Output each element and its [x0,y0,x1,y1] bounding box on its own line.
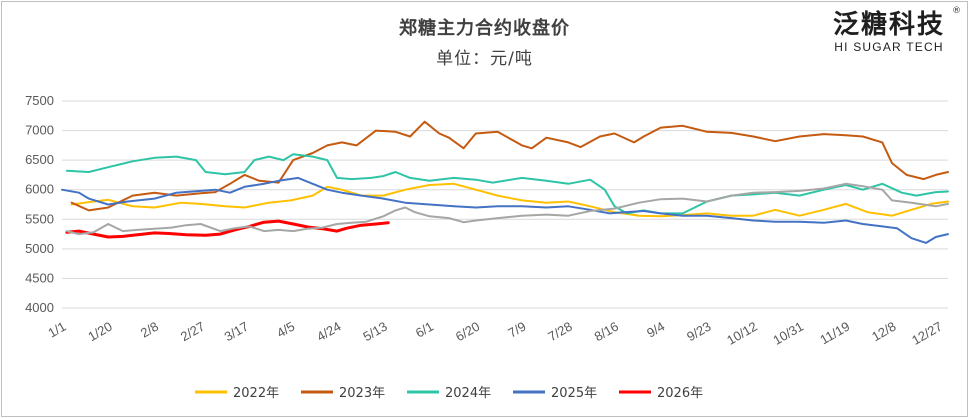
chart-subtitle: 单位：元/吨 [436,49,533,69]
brand-logo-cn: 泛糖科技 [832,10,945,40]
x-tick-label: 7/9 [505,319,528,341]
x-tick-label: 3/17 [222,319,251,345]
x-tick-label: 11/19 [817,319,852,348]
series-line-2023年 [70,120,949,212]
legend-label: 2024年 [445,386,491,401]
x-tick-label: 9/23 [684,319,713,345]
y-tick-label: 4500 [25,270,54,285]
legend-label: 2026年 [657,386,703,401]
series-line-2026年 [65,219,390,239]
brand-logo: 泛糖科技 HI SUGAR TECH ® [825,6,961,54]
x-tick-label: 12/8 [869,319,898,345]
brand-logo-en: HI SUGAR TECH [834,40,944,54]
x-tick-label: 2/27 [178,319,207,345]
y-tick-label: 4000 [25,300,54,315]
x-tick-label: 10/31 [770,319,806,348]
x-tick-label: 8/16 [592,319,621,345]
legend-label: 2025年 [551,386,597,401]
series-line-2024年 [65,153,949,215]
y-tick-label: 6500 [25,152,54,167]
x-tick-label: 4/5 [274,319,297,341]
y-tick-label: 5000 [25,241,54,256]
x-tick-label: 2/8 [138,319,161,341]
series-line-2022年 [70,182,949,218]
y-tick-label: 5500 [25,211,54,226]
x-tick-label: 6/1 [413,319,436,341]
series-line-unlabeled-5 [65,182,949,236]
x-tick-label: 1/20 [85,319,114,345]
x-tick-label: 4/24 [314,319,343,345]
y-tick-label: 7000 [25,123,54,138]
x-tick-label: 1/1 [45,319,68,341]
x-tick-label: 5/13 [360,319,389,345]
chart-title: 郑糖主力合约收盘价 [399,18,570,39]
x-tick-label: 12/27 [909,319,945,348]
x-tick-label: 7/28 [545,319,574,345]
y-tick-label: 6000 [25,182,54,197]
legend-label: 2022年 [233,386,279,401]
x-tick-label: 6/20 [453,319,482,345]
y-tick-label: 7500 [25,93,54,108]
x-tick-label: 10/12 [724,319,760,348]
legend-label: 2023年 [339,386,385,401]
x-tick-label: 9/4 [644,319,667,341]
series-line-2025年 [61,176,949,244]
registered-mark: ® [952,6,961,16]
